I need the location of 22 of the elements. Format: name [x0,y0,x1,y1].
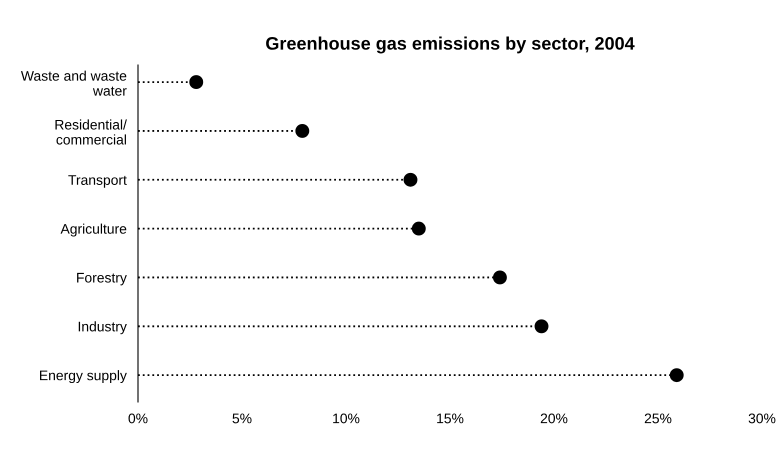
point [295,124,310,138]
x-tick-label: 25% [644,413,672,424]
x-tick-label: 0% [128,413,148,424]
y-tick-label: Agriculture [60,224,126,237]
x-tick-label: 20% [540,413,568,424]
point [189,75,204,90]
y-tick-label: Energy supply [40,370,127,384]
x-tick-label: 15% [437,414,464,424]
point [534,319,548,334]
x-tick-label: 5% [232,414,252,424]
point [404,172,418,187]
y-tick-label: Residential/ commercial [55,119,127,145]
y-tick-label: Transport [68,175,127,188]
point [412,222,426,236]
y-tick-label: Forestry [77,272,127,286]
x-tick-label: 10% [333,413,360,424]
point [670,368,684,382]
y-tick-label: Industry [78,321,127,334]
x-tick-label: 30% [748,413,776,424]
point [492,270,507,284]
chart-title: Greenhouse gas emissions by sector, 2004 [266,36,635,54]
y-tick-label: Waste and waste water [20,70,127,96]
